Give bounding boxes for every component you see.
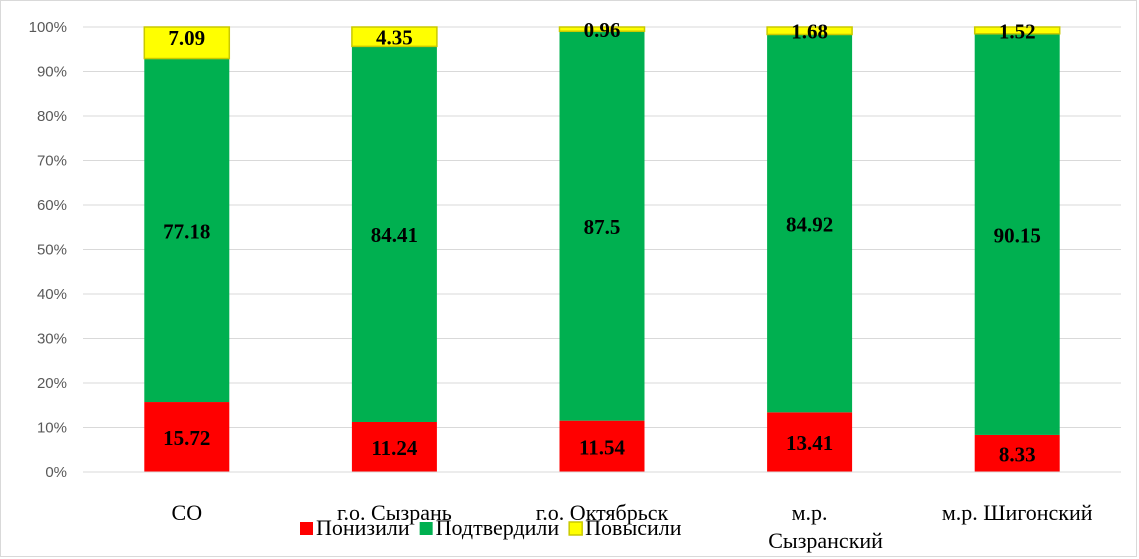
data-label: 77.18 — [163, 219, 210, 243]
bar-segment — [973, 26, 1061, 35]
bar-segment — [143, 26, 231, 60]
data-label: 11.24 — [371, 436, 418, 460]
y-tick-label: 80% — [37, 108, 67, 125]
x-tick-label: г.о. Сызрань — [337, 500, 452, 525]
data-label: 87.5 — [584, 215, 621, 239]
y-tick-label: 60% — [37, 197, 67, 214]
x-tick-label: г.о. Октябрьск — [536, 500, 669, 525]
bar-segment — [351, 421, 437, 472]
legend-swatch — [419, 522, 433, 535]
y-tick-label: 30% — [37, 331, 67, 348]
data-label: 90.15 — [994, 223, 1041, 247]
data-label: 4.35 — [376, 26, 413, 50]
y-tick-label: 20% — [37, 375, 67, 392]
bar-segment — [351, 46, 437, 422]
data-label: 1.52 — [999, 19, 1036, 43]
y-tick-label: 70% — [37, 153, 67, 170]
x-tick-label: СО — [172, 500, 203, 525]
data-label: 84.92 — [786, 212, 833, 236]
data-label: 11.54 — [579, 435, 626, 459]
legend-label: Подтвердили — [436, 515, 560, 540]
bar-segment — [767, 412, 853, 472]
legend-label: Повысили — [585, 515, 682, 540]
bar-segment — [974, 33, 1060, 435]
bar-segment — [767, 34, 853, 413]
bar-segment — [144, 58, 230, 403]
bar-segment — [559, 31, 645, 421]
x-tick-label: м.р. Сызранский — [768, 500, 883, 553]
y-tick-label: 100% — [29, 19, 67, 36]
y-tick-label: 10% — [37, 420, 67, 437]
x-tick-label: м.р. Шигонский — [942, 500, 1093, 525]
bar-segment — [144, 402, 230, 472]
y-tick-label: 50% — [37, 242, 67, 259]
data-label: 84.41 — [371, 223, 418, 247]
data-label: 7.09 — [168, 26, 205, 50]
data-label: 13.41 — [786, 431, 833, 455]
bar-segment — [558, 26, 646, 33]
legend-label: Понизили — [316, 515, 410, 540]
bar-segment — [766, 26, 853, 36]
data-label: 15.72 — [163, 426, 210, 450]
y-tick-label: 90% — [37, 64, 67, 81]
bar-segment — [559, 420, 645, 472]
data-label: 8.33 — [999, 442, 1036, 466]
bar-segment — [974, 434, 1060, 472]
legend-swatch — [568, 521, 583, 536]
data-label: 1.68 — [791, 20, 828, 44]
legend-swatch — [300, 522, 313, 535]
data-label: 0.96 — [584, 18, 621, 42]
y-tick-label: 40% — [37, 286, 67, 303]
y-tick-label: 0% — [45, 464, 67, 481]
bar-segment — [351, 26, 438, 48]
